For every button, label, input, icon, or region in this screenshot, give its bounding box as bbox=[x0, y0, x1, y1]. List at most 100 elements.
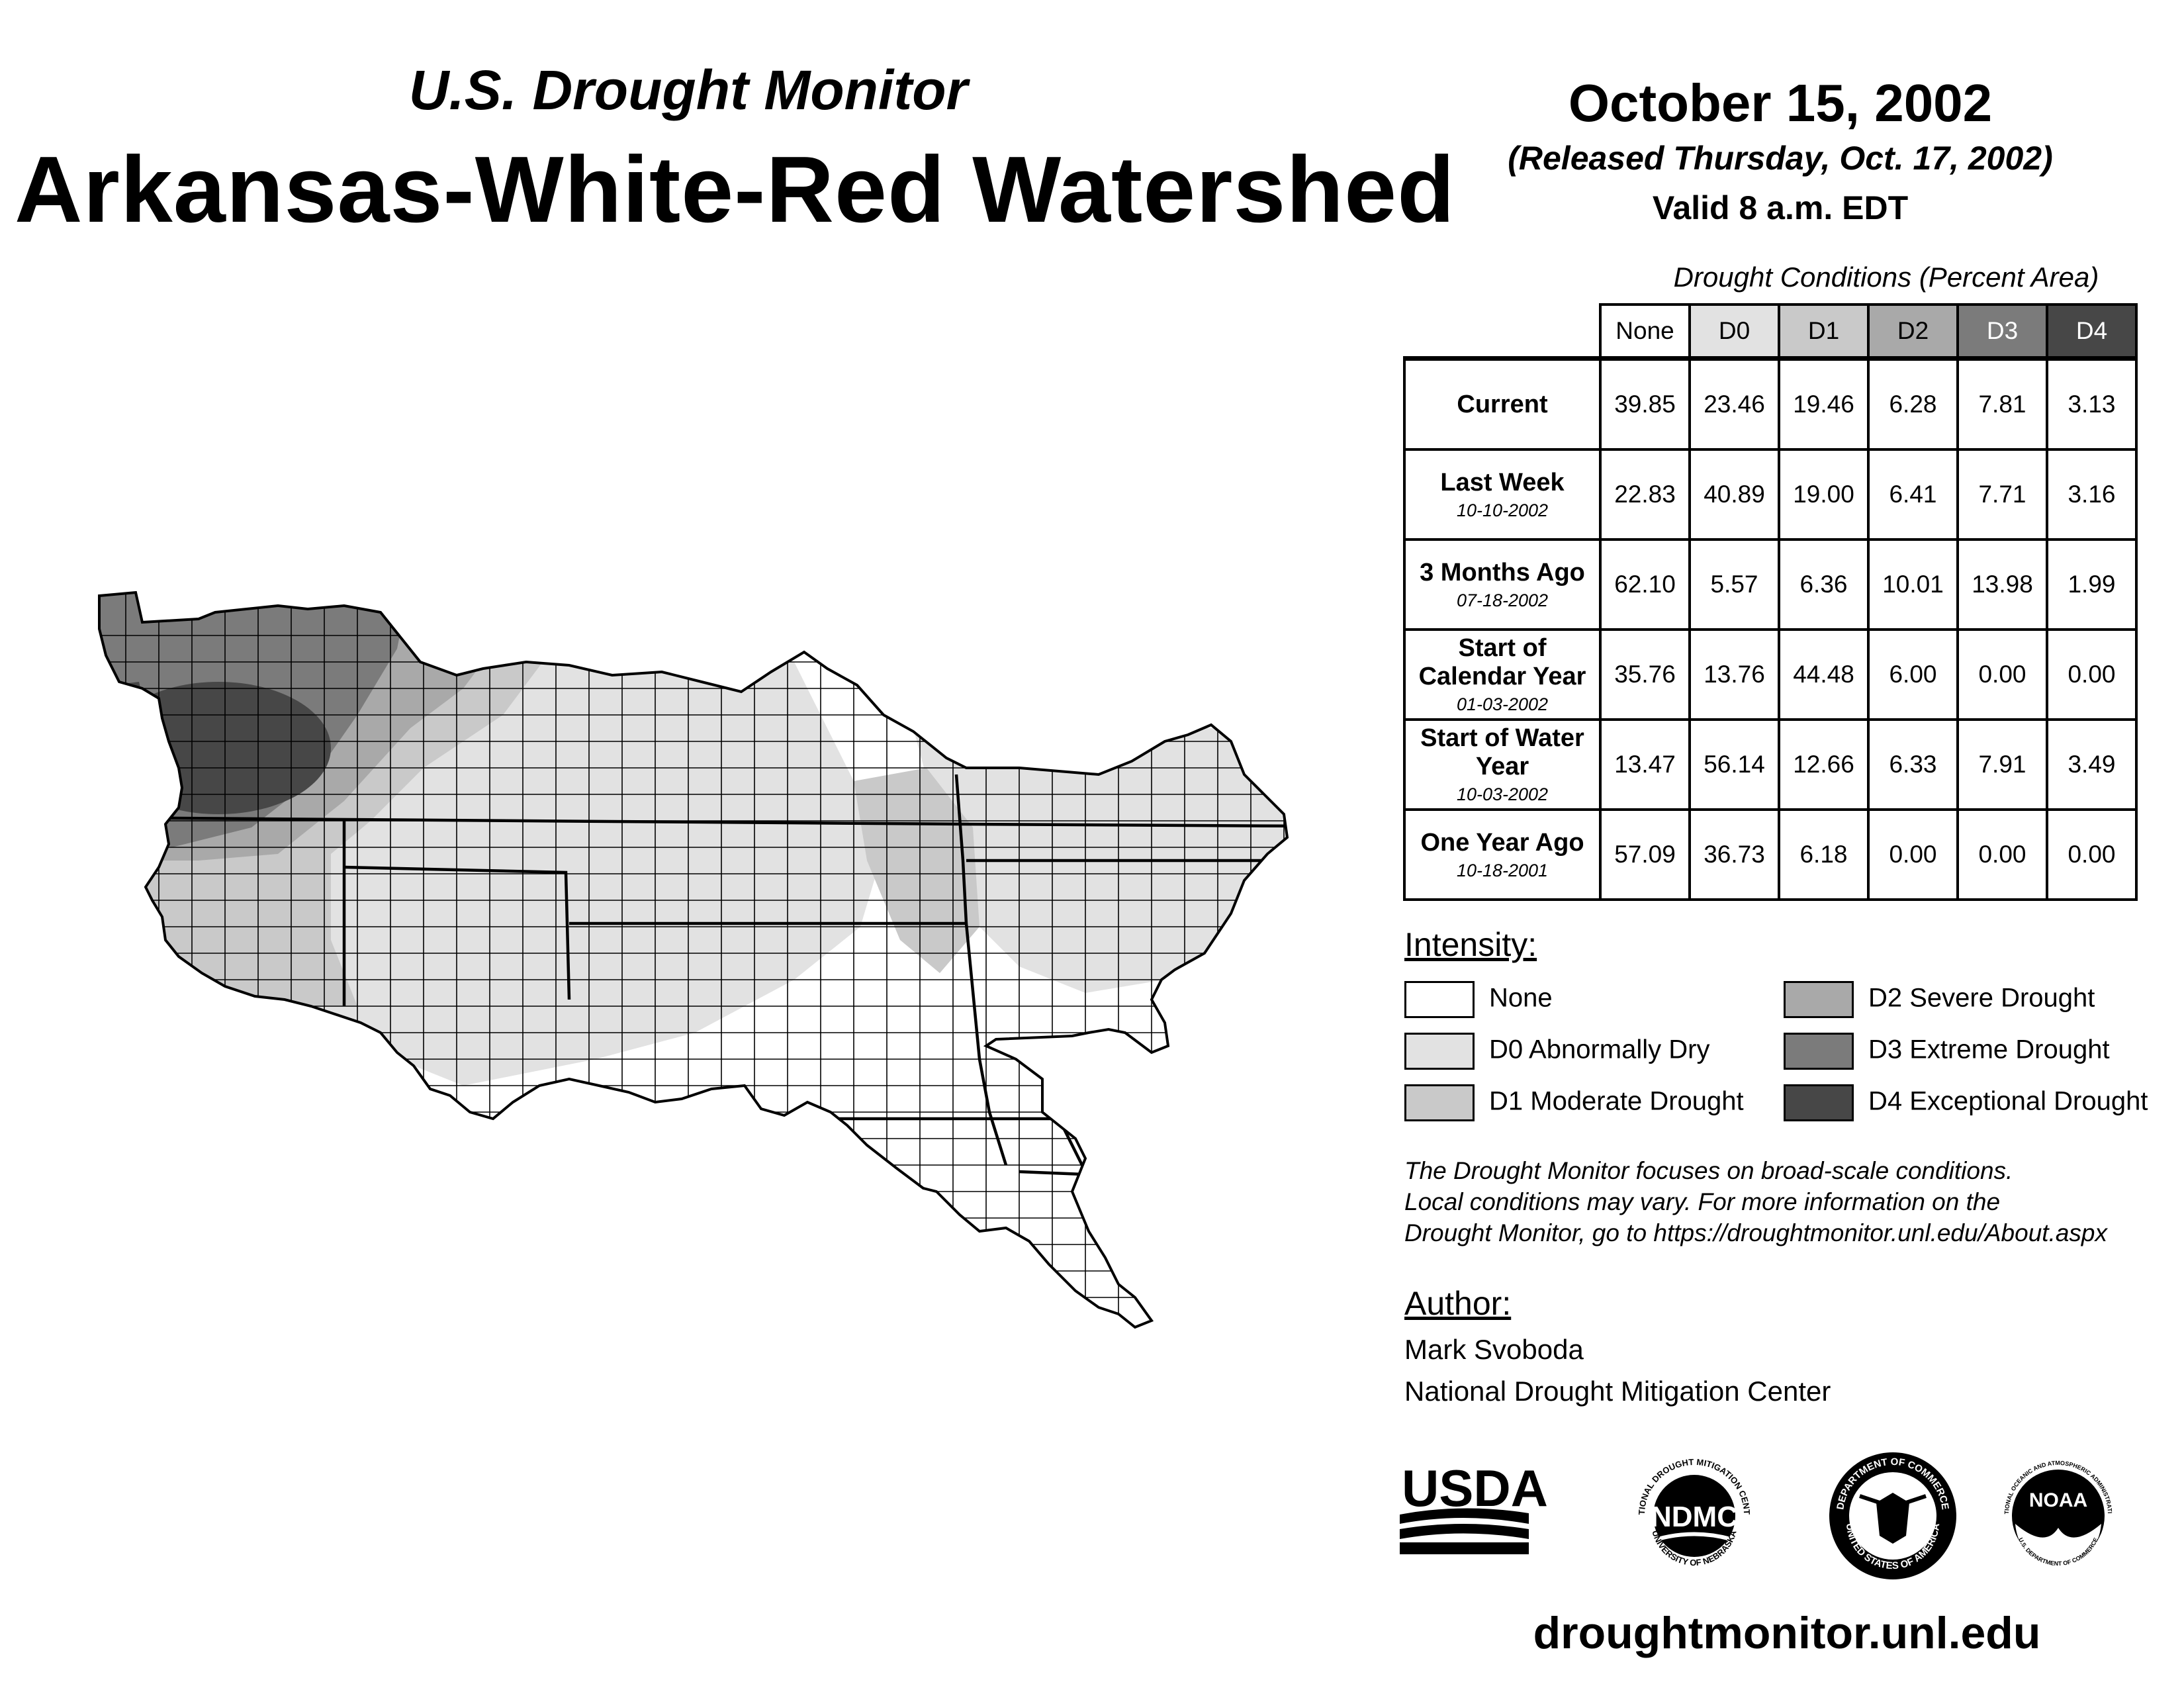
table-row-one-year-ago: One Year Ago 10-18-2001 57.09 36.73 6.18 … bbox=[1403, 808, 2138, 901]
legend-swatch bbox=[1784, 981, 1854, 1018]
legend-label: None bbox=[1489, 983, 1553, 1013]
table-cell: 12.66 bbox=[1778, 718, 1870, 811]
table-cell: 3.49 bbox=[2046, 718, 2138, 811]
row-label-text: Start of Calendar Year bbox=[1418, 634, 1586, 690]
legend-item-d2: D2 Severe Drought bbox=[1784, 981, 2095, 1018]
table-caption: Drought Conditions (Percent Area) bbox=[1673, 261, 2099, 293]
row-date: 10-18-2001 bbox=[1456, 861, 1549, 881]
table-cell: 6.36 bbox=[1778, 538, 1870, 631]
legend-item-d4: D4 Exceptional Drought bbox=[1784, 1084, 2148, 1121]
table-cell: 6.28 bbox=[1867, 356, 1959, 451]
map-title: Arkansas-White-Red Watershed bbox=[15, 137, 1455, 242]
legend-swatch bbox=[1404, 981, 1475, 1018]
row-date: 10-03-2002 bbox=[1456, 784, 1549, 805]
table-cell: 5.57 bbox=[1688, 538, 1780, 631]
table-cell: 40.89 bbox=[1688, 448, 1780, 541]
row-label-text: 3 Months Ago bbox=[1420, 558, 1585, 586]
table-cell: 39.85 bbox=[1599, 356, 1691, 451]
website-url: droughtmonitor.unl.edu bbox=[1533, 1608, 2041, 1658]
legend-swatch bbox=[1404, 1084, 1475, 1121]
table-cell: 13.47 bbox=[1599, 718, 1691, 811]
table-row-start-water-year: Start of Water Year 10-03-2002 13.47 56.1… bbox=[1403, 718, 2138, 811]
release-date: (Released Thursday, Oct. 17, 2002) bbox=[1508, 140, 2053, 177]
table-row-start-calendar-year: Start of Calendar Year 01-03-2002 35.76 1… bbox=[1403, 628, 2138, 721]
row-label-text: Start of Water Year bbox=[1420, 724, 1584, 780]
watershed-map bbox=[98, 590, 1289, 1329]
note-line: Drought Monitor, go to https://droughtmo… bbox=[1404, 1219, 2107, 1246]
table-cell: 19.00 bbox=[1778, 448, 1870, 541]
row-label: One Year Ago 10-18-2001 bbox=[1403, 808, 1602, 901]
column-header-none: None bbox=[1599, 303, 1691, 360]
legend-label: D3 Extreme Drought bbox=[1868, 1035, 2110, 1064]
table-cell: 0.00 bbox=[2046, 808, 2138, 901]
table-cell: 7.91 bbox=[1956, 718, 2048, 811]
usda-logo-text: USDA bbox=[1402, 1459, 1548, 1517]
table-cell: 6.41 bbox=[1867, 448, 1959, 541]
disclaimer-note: The Drought Monitor focuses on broad-sca… bbox=[1404, 1155, 2107, 1248]
missouri-oklahoma-arkansas-line bbox=[954, 774, 1008, 1166]
row-label-text: One Year Ago bbox=[1420, 828, 1584, 857]
table-cell: 23.46 bbox=[1688, 356, 1780, 451]
row-label-text: Last Week bbox=[1440, 468, 1565, 496]
drought-conditions-table: None D0 D1 D2 D3 D4 Current 39.85 23.46 … bbox=[1403, 303, 2138, 901]
oklahoma-panhandle-line bbox=[343, 865, 571, 1000]
legend-label: D4 Exceptional Drought bbox=[1868, 1086, 2148, 1116]
table-header-row: None D0 D1 D2 D3 D4 bbox=[1404, 303, 2138, 360]
drought-shading bbox=[99, 592, 1287, 1327]
table-cell: 3.13 bbox=[2046, 356, 2138, 451]
table-cell: 0.00 bbox=[1867, 808, 1959, 901]
agency-logos: USDA NDMC NATIONAL DROUGHT MITIGATION CE… bbox=[1396, 1450, 2113, 1579]
legend-label: D0 Abnormally Dry bbox=[1489, 1035, 1710, 1064]
table-cell: 44.48 bbox=[1778, 628, 1870, 721]
legend-item-d3: D3 Extreme Drought bbox=[1784, 1033, 2110, 1070]
table-cell: 10.01 bbox=[1867, 538, 1959, 631]
table-cell: 0.00 bbox=[2046, 628, 2138, 721]
table-row-3-months-ago: 3 Months Ago 07-18-2002 62.10 5.57 6.36 1… bbox=[1403, 538, 2138, 631]
legend-label: D2 Severe Drought bbox=[1868, 983, 2095, 1013]
table-cell: 13.98 bbox=[1956, 538, 2048, 631]
row-date: 01-03-2002 bbox=[1456, 694, 1549, 715]
author-title: Author: bbox=[1404, 1285, 1512, 1322]
noaa-logo-text: NOAA bbox=[2029, 1489, 2087, 1511]
d1-area-central bbox=[854, 768, 979, 973]
legend-item-d1: D1 Moderate Drought bbox=[1404, 1084, 1744, 1121]
table-cell: 35.76 bbox=[1599, 628, 1691, 721]
colorado-kansas-north-line bbox=[99, 816, 1287, 828]
table-cell: 22.83 bbox=[1599, 448, 1691, 541]
legend-swatch bbox=[1784, 1033, 1854, 1070]
table-cell: 62.10 bbox=[1599, 538, 1691, 631]
column-header-d3: D3 bbox=[1956, 303, 2048, 360]
table-cell: 3.16 bbox=[2046, 448, 2138, 541]
table-cell: 0.00 bbox=[1956, 628, 2048, 721]
table-cell: 56.14 bbox=[1688, 718, 1780, 811]
table-cell: 13.76 bbox=[1688, 628, 1780, 721]
table-row-last-week: Last Week 10-10-2002 22.83 40.89 19.00 6.… bbox=[1403, 448, 2138, 541]
row-label: Start of Calendar Year 01-03-2002 bbox=[1403, 628, 1602, 721]
table-cell: 6.18 bbox=[1778, 808, 1870, 901]
row-label: 3 Months Ago 07-18-2002 bbox=[1403, 538, 1602, 631]
row-label: Last Week 10-10-2002 bbox=[1403, 448, 1602, 541]
row-label-text: Current bbox=[1457, 390, 1548, 418]
legend-swatch bbox=[1404, 1033, 1475, 1070]
legend-label: D1 Moderate Drought bbox=[1489, 1086, 1744, 1116]
ndmc-logo-text: NDMC bbox=[1651, 1501, 1738, 1533]
column-header-d4: D4 bbox=[2046, 303, 2138, 360]
legend-item-none: None bbox=[1404, 981, 1553, 1018]
doc-seal-logo: DEPARTMENT OF COMMERCE UNITED STATES OF … bbox=[1829, 1452, 1956, 1579]
map-subtitle: U.S. Drought Monitor bbox=[408, 59, 968, 121]
author-name: Mark Svoboda bbox=[1404, 1334, 1584, 1365]
table-cell: 1.99 bbox=[2046, 538, 2138, 631]
legend-swatch bbox=[1784, 1084, 1854, 1121]
table-cell: 7.81 bbox=[1956, 356, 2048, 451]
watershed-boundary bbox=[98, 590, 1289, 1329]
valid-time: Valid 8 a.m. EDT bbox=[1652, 189, 1909, 226]
row-label: Current bbox=[1403, 356, 1602, 451]
table-cell: 57.09 bbox=[1599, 808, 1691, 901]
map-date: October 15, 2002 bbox=[1568, 73, 1993, 132]
table-cell: 6.00 bbox=[1867, 628, 1959, 721]
column-header-d0: D0 bbox=[1688, 303, 1780, 360]
legend-item-d0: D0 Abnormally Dry bbox=[1404, 1033, 1709, 1070]
legend-title: Intensity: bbox=[1404, 926, 1537, 963]
table-row-current: Current 39.85 23.46 19.46 6.28 7.81 3.13 bbox=[1403, 356, 2138, 451]
table-corner bbox=[1404, 305, 1600, 360]
